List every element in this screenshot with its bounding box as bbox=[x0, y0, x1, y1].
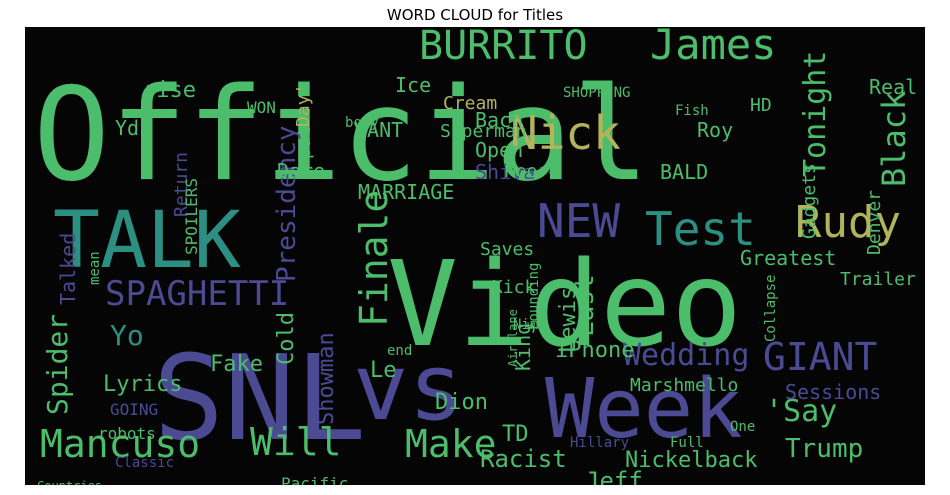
word-yo: Yo bbox=[110, 319, 144, 352]
word-dion: Dion bbox=[435, 390, 488, 415]
word-james: James bbox=[650, 27, 776, 69]
word-dare: Dare bbox=[277, 159, 325, 183]
word-real: Real bbox=[869, 75, 917, 99]
word-rudy: Rudy bbox=[795, 197, 901, 248]
word-gadgets: Gadgets bbox=[799, 163, 820, 239]
word-showman: Showman bbox=[314, 332, 339, 425]
word-mean: mean bbox=[87, 251, 103, 285]
word-say: 'Say bbox=[765, 394, 837, 429]
word-test: Test bbox=[645, 202, 756, 256]
word-new: NEW bbox=[537, 194, 620, 248]
word-video: Video bbox=[387, 235, 742, 373]
word-countries: Countries bbox=[37, 479, 102, 485]
word-cloud-panel: Official Video SNL vs Week TALK BURRITO James Ni… bbox=[25, 27, 925, 485]
word-spoilers: SPOILERS bbox=[182, 178, 201, 255]
word-pacific: Pacific bbox=[281, 474, 348, 485]
word-superman: Superman bbox=[440, 121, 527, 142]
word-finale: Finale bbox=[352, 190, 396, 327]
word-trump: Trump bbox=[785, 434, 863, 464]
word-going: GOING bbox=[110, 400, 158, 419]
word-denver: Denver bbox=[864, 190, 885, 255]
word-cream: Cream bbox=[443, 93, 497, 114]
word-bald: BALD bbox=[660, 160, 708, 184]
word-td: TD bbox=[502, 422, 529, 447]
chart-title: WORD CLOUD for Titles bbox=[386, 6, 564, 24]
word-lewis: Lewis bbox=[556, 287, 581, 353]
word-roy: Roy bbox=[697, 118, 733, 142]
word-talk: TALK bbox=[53, 196, 241, 286]
word-burrito: BURRITO bbox=[419, 27, 588, 69]
word-bach: Bach bbox=[475, 108, 523, 132]
word-le: Le bbox=[370, 358, 397, 383]
word-kick: Kick bbox=[492, 277, 536, 298]
word-fish: Fish bbox=[675, 103, 709, 119]
word-end: end bbox=[387, 343, 412, 359]
word-presidency: Presidency bbox=[272, 125, 302, 282]
word-lyrics: Lyrics bbox=[103, 372, 182, 397]
word-one: One bbox=[730, 419, 755, 435]
word-airplane: Airplane bbox=[506, 309, 520, 367]
word-giant: GIANT bbox=[763, 335, 877, 379]
word-want: WANT bbox=[355, 118, 403, 142]
word-founding: Founding bbox=[526, 263, 542, 330]
word-black: Black bbox=[875, 91, 913, 187]
word-yd: Yd bbox=[115, 116, 139, 140]
word-last: Last bbox=[570, 274, 600, 337]
word-vs: vs bbox=[353, 334, 464, 441]
word-saves: Saves bbox=[480, 239, 534, 260]
word-return: Return bbox=[171, 152, 192, 217]
word-put: put bbox=[294, 126, 315, 159]
word-hillary: Hillary bbox=[570, 435, 629, 451]
word-snl: SNL bbox=[153, 329, 366, 467]
word-spaghetti: SPAGHETTI bbox=[105, 274, 289, 314]
word-moore: Moore bbox=[505, 161, 559, 182]
word-wedding: Wedding bbox=[623, 338, 749, 373]
word-greatest: Greatest bbox=[740, 246, 836, 270]
word-day: Day' bbox=[293, 84, 314, 127]
word-spider: Spider bbox=[41, 314, 74, 415]
word-king: King bbox=[511, 323, 535, 371]
word-marshmello: Marshmello bbox=[630, 375, 738, 396]
word-iphone: iPhone bbox=[555, 338, 634, 363]
word-hd: HD bbox=[750, 95, 772, 116]
word-nickelback: Nickelback bbox=[625, 448, 757, 473]
word-robots: robots bbox=[98, 424, 156, 443]
word-ice: Ice bbox=[395, 73, 431, 97]
word-rise: rise bbox=[143, 78, 196, 103]
word-official: Official bbox=[33, 61, 650, 210]
word-jeff: Jeff bbox=[585, 467, 643, 485]
word-sessions: Sessions bbox=[785, 380, 881, 404]
word-mancuso: Mancuso bbox=[40, 422, 200, 466]
word-will: Will bbox=[250, 420, 342, 464]
word-open: Open bbox=[475, 138, 523, 162]
word-week: Week bbox=[545, 362, 742, 457]
word-shiva: Shiva bbox=[475, 160, 535, 184]
word-talked: Talked bbox=[56, 233, 80, 305]
word-trailer: Trailer bbox=[840, 269, 916, 290]
word-cold: Cold bbox=[274, 312, 299, 365]
word-marriage: MARRIAGE bbox=[358, 180, 454, 204]
word-nick: Nick bbox=[510, 106, 621, 160]
word-tonight: Tonight bbox=[798, 51, 833, 177]
word-shopping: SHOPPING bbox=[563, 85, 630, 101]
word-collapse: Collapse bbox=[763, 275, 779, 342]
word-body: body bbox=[345, 115, 379, 131]
word-fake: Fake bbox=[210, 352, 263, 377]
word-make: Make bbox=[405, 422, 497, 466]
word-classic: Classic bbox=[115, 455, 174, 471]
word-racist: Racist bbox=[480, 445, 567, 473]
word-full: Full bbox=[670, 435, 704, 451]
word-won: WON bbox=[247, 98, 276, 117]
word-nim: Nim bbox=[513, 317, 538, 333]
